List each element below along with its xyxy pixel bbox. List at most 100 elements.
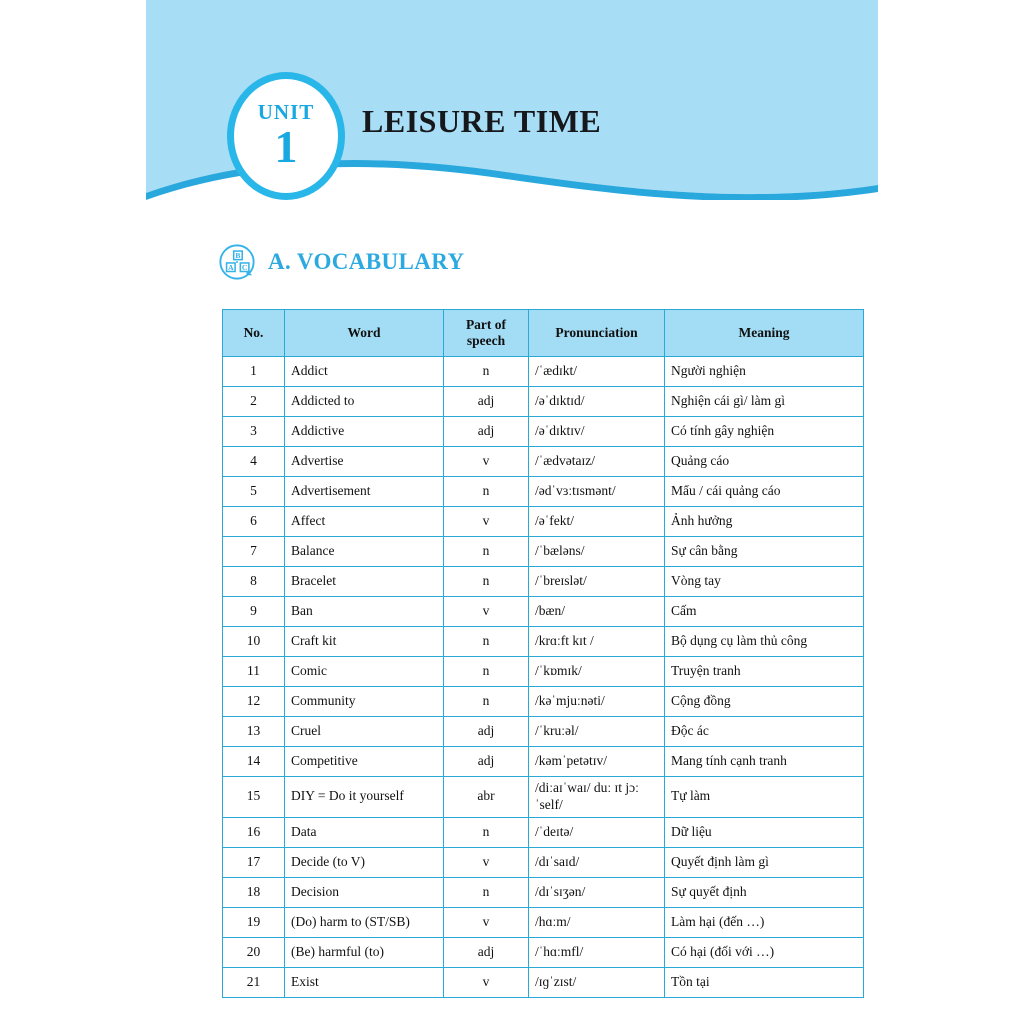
cell-meaning: Tồn tại [664,966,864,998]
table-row: 1 Addict n/ˈædɪkt/Người nghiện [222,355,864,387]
table-row: 11 Comic n/ˈkɒmɪk/Truyện tranh [222,655,864,687]
cell-pronunciation: /ədˈvɜːtɪsmənt/ [528,475,665,507]
cell-part-of-speech: n [443,685,529,717]
table-row: 12 Community n/kəˈmjuːnəti/Cộng đồng [222,685,864,717]
unit-badge: UNIT 1 [227,72,345,200]
cell-word: Cruel [284,715,444,747]
table-row: 18 Decision n/dɪˈsɪʒən/Sự quyết định [222,876,864,908]
table-header-row: No. Word Part of speech Pronunciation Me… [222,309,864,357]
cell-pronunciation: /ˈbæləns/ [528,535,665,567]
cell-pronunciation: /kəˈmjuːnəti/ [528,685,665,717]
cell-word: Data [284,816,444,848]
cell-part-of-speech: n [443,655,529,687]
cell-part-of-speech: n [443,625,529,657]
cell-no: 10 [222,625,285,657]
cell-meaning: Mang tính cạnh tranh [664,745,864,777]
cell-part-of-speech: v [443,445,529,477]
cell-word: Advertisement [284,475,444,507]
cell-part-of-speech: n [443,816,529,848]
cell-meaning: Có hại (đối với …) [664,936,864,968]
cell-word: Bracelet [284,565,444,597]
cell-part-of-speech: v [443,595,529,627]
cell-word: Comic [284,655,444,687]
vocabulary-section-header: B A C A. VOCABULARY [218,243,464,281]
column-header-word: Word [284,309,444,357]
table-body: 1 Addict n/ˈædɪkt/Người nghiện 2 Addicted to… [222,355,864,998]
cell-word: Advertise [284,445,444,477]
cell-part-of-speech: n [443,876,529,908]
cell-part-of-speech: n [443,475,529,507]
cell-meaning: Sự quyết định [664,876,864,908]
column-header-no: No. [222,309,285,357]
page-title: LEISURE TIME [362,103,602,139]
table-row: 14 Competitive adj/kəmˈpetətɪv/Mang tính c… [222,745,864,777]
cell-pronunciation: /ˈkruːəl/ [528,715,665,747]
cell-pronunciation: /krɑːft kɪt / [528,625,665,657]
table-row: 15 DIY = Do it yourself abr/diːaɪˈwaɪ/ duː… [222,775,864,818]
cell-part-of-speech: n [443,565,529,597]
cell-word: Affect [284,505,444,537]
cell-no: 16 [222,816,285,848]
cell-word: Decision [284,876,444,908]
table-row: 20 (Be) harmful (to) adj/ˈhɑːmfl/Có hại (đ… [222,936,864,968]
cell-no: 13 [222,715,285,747]
cell-part-of-speech: v [443,966,529,998]
svg-text:B: B [235,251,240,260]
cell-part-of-speech: adj [443,385,529,417]
column-header-pronunciation: Pronunciation [528,309,665,357]
cell-part-of-speech: v [443,505,529,537]
cell-part-of-speech: n [443,535,529,567]
cell-pronunciation: /diːaɪˈwaɪ/ duː ɪt jɔːˈself/ [528,775,665,818]
cell-no: 1 [222,355,285,387]
column-header-pos-line2: speech [466,332,506,348]
cell-word: Competitive [284,745,444,777]
svg-text:A: A [228,263,234,272]
cell-word: (Do) harm to (ST/SB) [284,906,444,938]
table-row: 9 Ban v/bæn/Cấm [222,595,864,627]
vocabulary-blocks-icon: B A C [218,243,256,281]
cell-no: 20 [222,936,285,968]
cell-meaning: Dữ liệu [664,816,864,848]
table-row: 21 Exist v/ɪɡˈzɪst/Tồn tại [222,966,864,998]
cell-pronunciation: /ˈkɒmɪk/ [528,655,665,687]
table-row: 13 Cruel adj/ˈkruːəl/Độc ác [222,715,864,747]
table-row: 2 Addicted to adj/əˈdɪktɪd/Nghiện cái gì/ … [222,385,864,417]
cell-meaning: Quảng cáo [664,445,864,477]
cell-pronunciation: /ˈhɑːmfl/ [528,936,665,968]
cell-word: DIY = Do it yourself [284,775,444,818]
cell-word: Decide (to V) [284,846,444,878]
cell-no: 14 [222,745,285,777]
cell-no: 15 [222,775,285,818]
cell-word: Community [284,685,444,717]
cell-pronunciation: /dɪˈsaɪd/ [528,846,665,878]
cell-word: Craft kit [284,625,444,657]
cell-meaning: Cấm [664,595,864,627]
cell-part-of-speech: v [443,906,529,938]
cell-no: 9 [222,595,285,627]
cell-word: Exist [284,966,444,998]
table-row: 8 Bracelet n/ˈbreɪslət/Vòng tay [222,565,864,597]
cell-pronunciation: /əˈdɪktɪv/ [528,415,665,447]
table-row: 10 Craft kit n/krɑːft kɪt / Bộ dụng cụ làm … [222,625,864,657]
table-row: 5 Advertisement n/ədˈvɜːtɪsmənt/Mẩu / cái … [222,475,864,507]
table-header: No. Word Part of speech Pronunciation Me… [222,309,864,357]
cell-pronunciation: /hɑːm/ [528,906,665,938]
cell-part-of-speech: n [443,355,529,387]
cell-no: 19 [222,906,285,938]
cell-pronunciation: /dɪˈsɪʒən/ [528,876,665,908]
cell-meaning: Quyết định làm gì [664,846,864,878]
table-row: 16 Data n/ˈdeɪtə/Dữ liệu [222,816,864,848]
cell-pronunciation: /əˈfekt/ [528,505,665,537]
cell-no: 2 [222,385,285,417]
cell-meaning: Người nghiện [664,355,864,387]
cell-word: Addict [284,355,444,387]
cell-part-of-speech: adj [443,745,529,777]
cell-meaning: Tự làm [664,775,864,818]
cell-meaning: Sự cân bằng [664,535,864,567]
cell-no: 3 [222,415,285,447]
cell-pronunciation: /ɪɡˈzɪst/ [528,966,665,998]
cell-meaning: Độc ác [664,715,864,747]
table-row: 6 Affect v/əˈfekt/Ảnh hưởng [222,505,864,537]
cell-word: (Be) harmful (to) [284,936,444,968]
cell-no: 8 [222,565,285,597]
